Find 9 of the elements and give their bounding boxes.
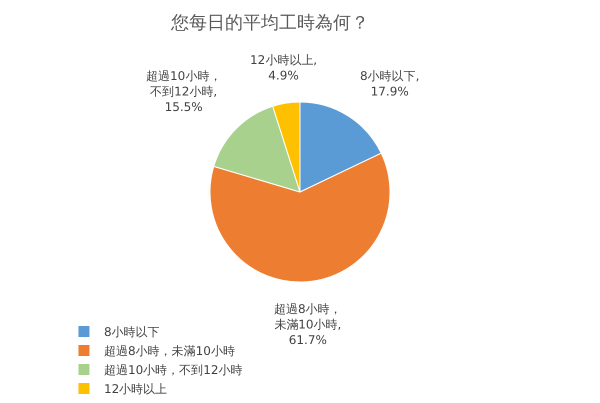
legend-label: 12小時以上 <box>104 382 168 396</box>
data-label: 超過10小時，不到12小時,15.5% <box>146 69 222 114</box>
data-label: 超過8小時，未滿10小時,61.7% <box>274 302 342 348</box>
legend-label: 超過10小時，不到12小時 <box>104 363 243 378</box>
legend-label: 超過8小時，未滿10小時 <box>104 344 235 358</box>
legend-label: 8小時以下 <box>104 325 160 340</box>
chart-title: 您每日的平均工時為何？ <box>170 12 369 34</box>
data-label: 8小時以下,17.9% <box>360 69 420 99</box>
data-label: 12小時以上,4.9% <box>250 53 318 83</box>
